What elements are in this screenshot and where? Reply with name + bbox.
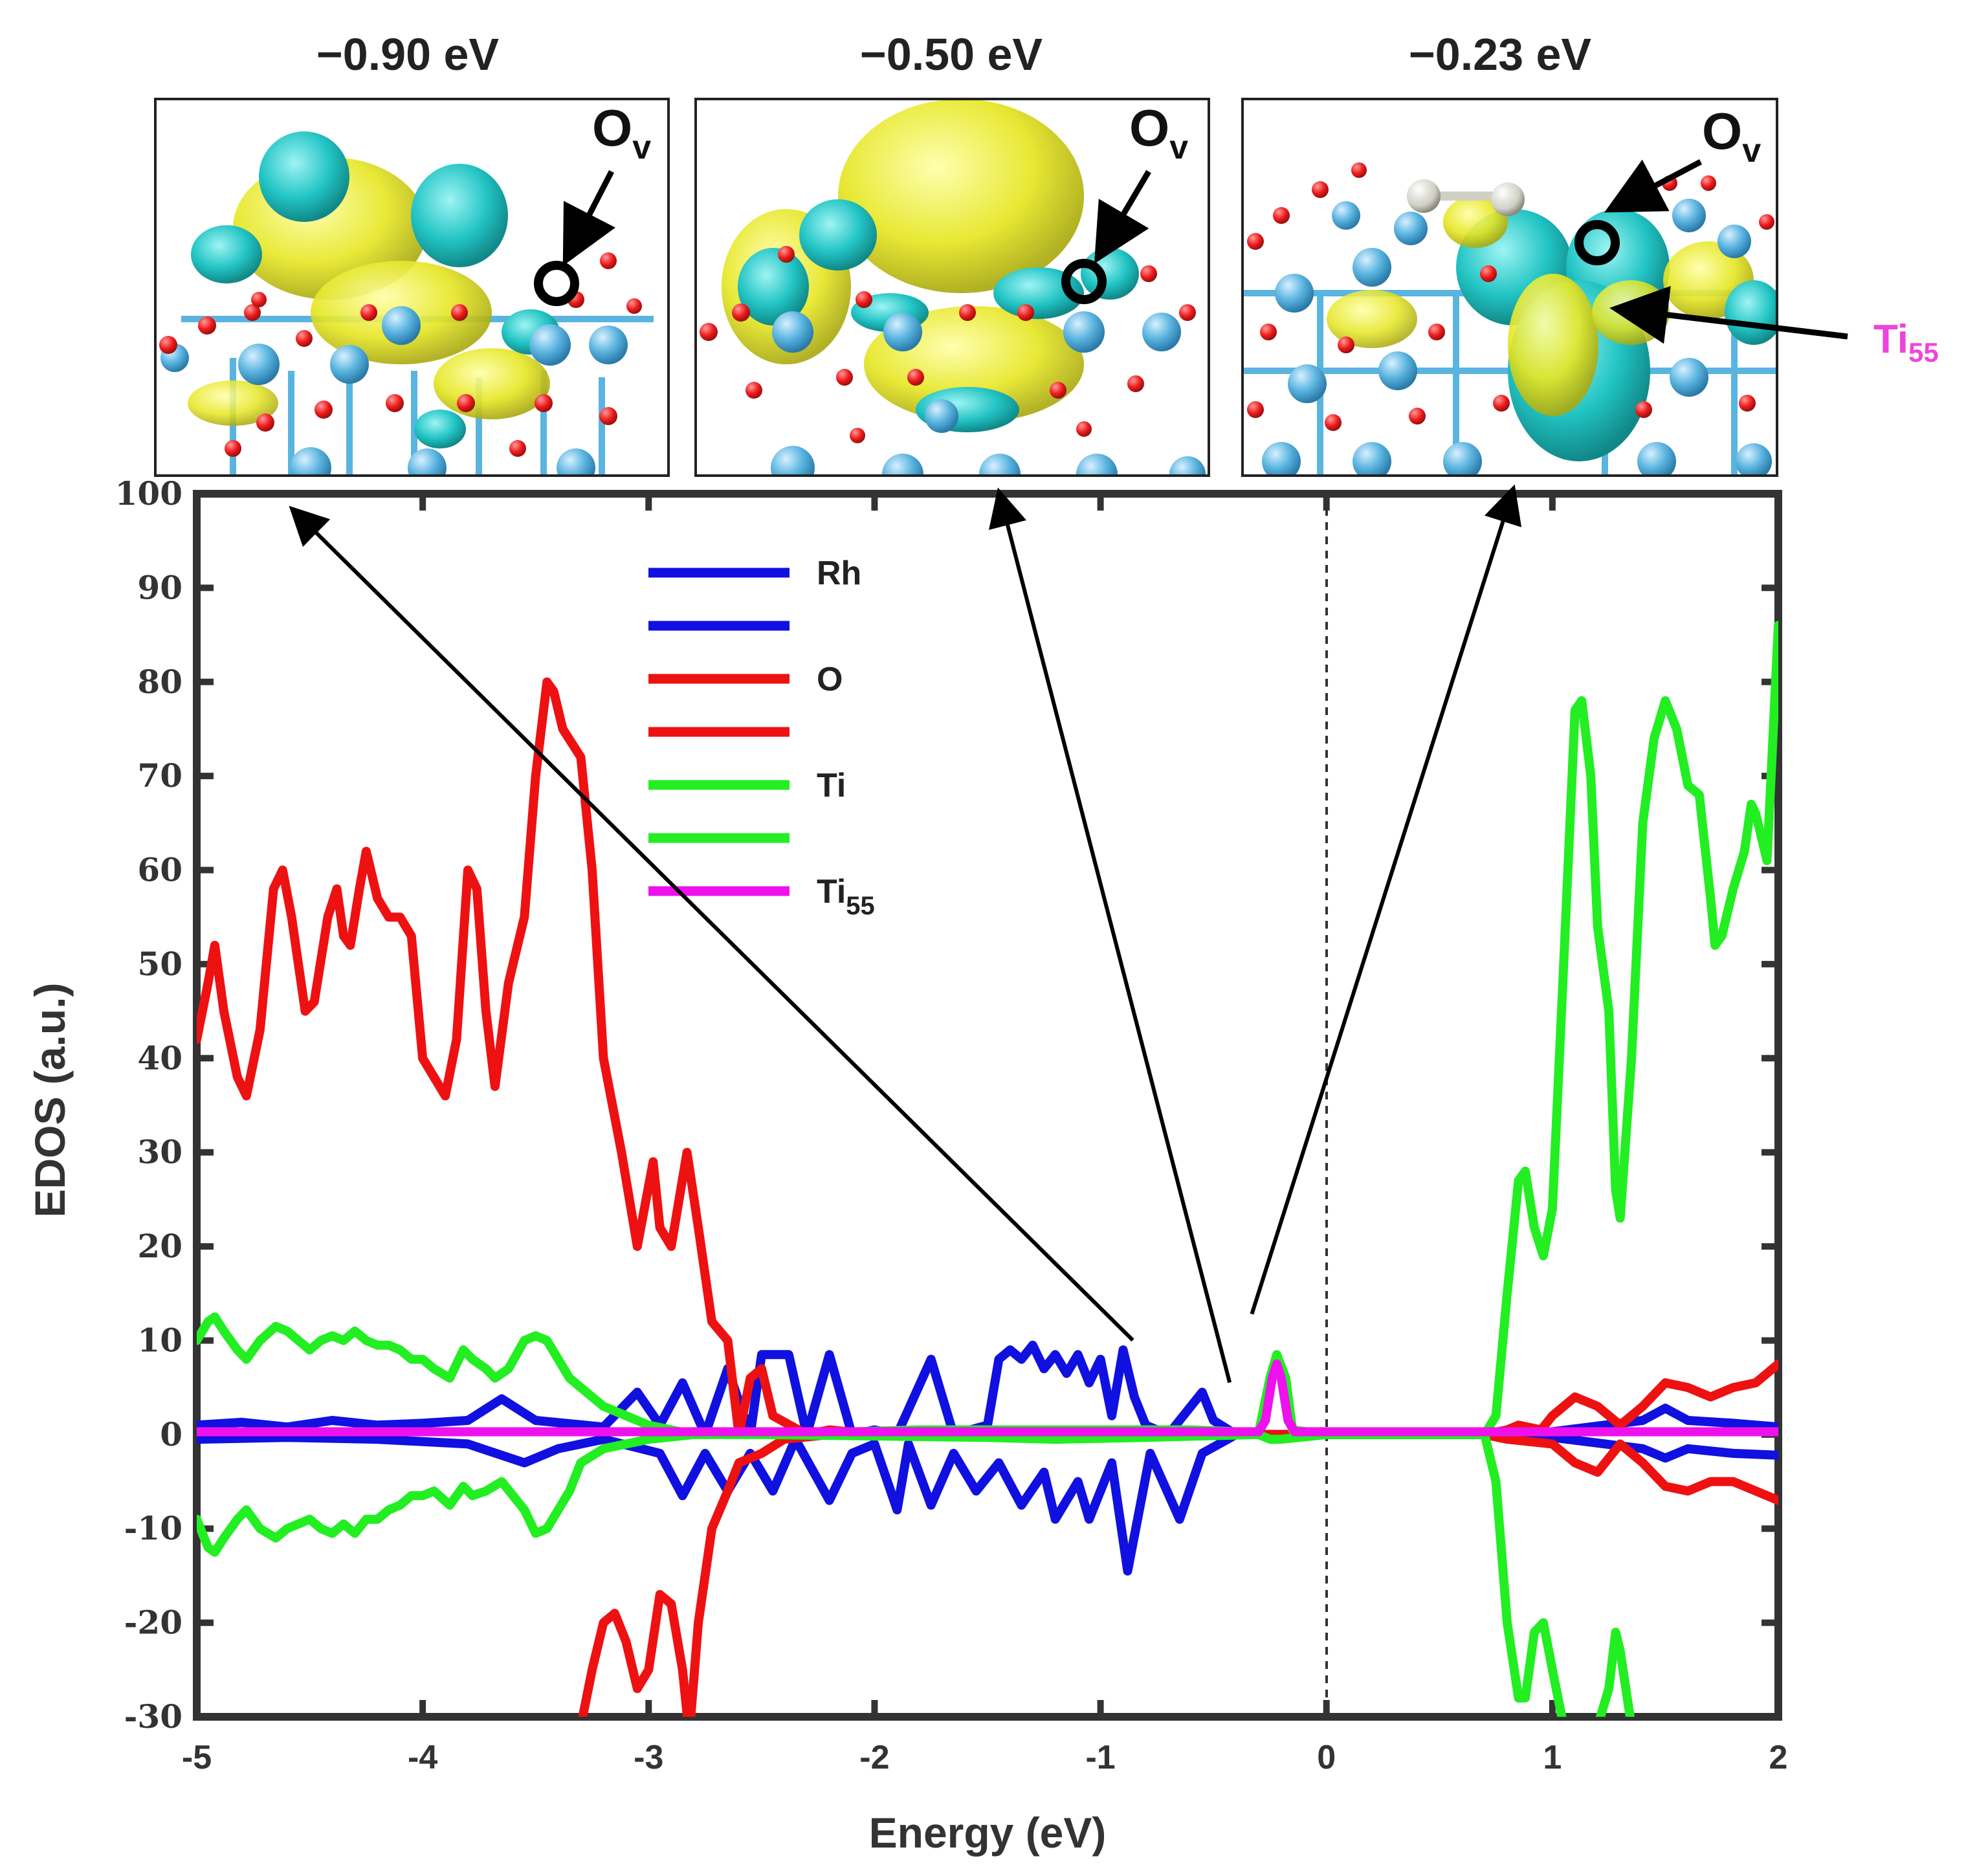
y-tick-label: -10 (124, 1509, 182, 1547)
x-axis-label: Energy (eV) (869, 1809, 1107, 1857)
y-axis-label: EDOS (a.u.) (26, 982, 74, 1217)
ov-label-1: Ov (592, 99, 651, 166)
y-tick-label: 30 (137, 1133, 182, 1171)
series-o-spin-down (578, 1429, 1778, 1717)
x-tick-label: -2 (859, 1739, 889, 1776)
isosurface-panel-3 (1241, 98, 1778, 477)
series-o-spin-up (197, 677, 1778, 1439)
isosurface-panel-1 (154, 98, 670, 477)
peak-arrow-1 (289, 505, 1134, 1342)
ti55-label: Ti55 (1873, 317, 1939, 368)
x-tick-label: -5 (182, 1739, 212, 1776)
ti55-arrow (1609, 285, 1848, 344)
ov-label-2: Ov (1129, 99, 1188, 166)
ov-label-3: Ov (1702, 102, 1761, 170)
y-tick-label: 50 (137, 945, 182, 983)
series-ti-spin-down (197, 1429, 1635, 1717)
y-tick-label: 100 (115, 474, 182, 513)
y-tick-label: 40 (137, 1039, 182, 1077)
y-tick-label: 90 (137, 568, 182, 606)
y-tick-label: 10 (137, 1321, 182, 1359)
ov-arrow-2 (1094, 170, 1151, 264)
legend-label: Ti55 (817, 873, 875, 920)
panel-title-1: −0.90 eV (316, 29, 499, 80)
panel-title-2: −0.50 eV (860, 29, 1043, 80)
legend: Rh O Ti Ti55 (648, 555, 875, 920)
panel-title-3: −0.23 eV (1409, 29, 1591, 80)
y-tick-label: 60 (137, 851, 182, 889)
isosurface-panel-2 (694, 98, 1210, 477)
y-tick-label: -20 (124, 1604, 182, 1642)
y-tick-label: 80 (137, 663, 182, 701)
legend-label: Ti (817, 767, 846, 804)
x-tick-label: 0 (1317, 1739, 1336, 1776)
ov-arrow-1 (562, 170, 615, 267)
peak-arrow-2 (988, 487, 1232, 1384)
y-tick-label: 0 (160, 1415, 182, 1453)
plot-area (193, 490, 1782, 1721)
x-tick-label: -1 (1085, 1739, 1115, 1776)
x-tick-label: 2 (1769, 1739, 1788, 1776)
legend-label: O (817, 661, 843, 698)
x-tick-label: -4 (408, 1739, 437, 1776)
legend-label: Rh (817, 555, 861, 592)
y-tick-label: 70 (137, 756, 182, 795)
x-tick-label: 1 (1543, 1739, 1562, 1776)
y-tick-label: 20 (137, 1227, 182, 1265)
y-tick-label: -30 (124, 1697, 182, 1736)
peak-arrow-3 (1250, 484, 1522, 1315)
ov-arrow-3 (1604, 159, 1703, 213)
series-ti55 (197, 1359, 1778, 1437)
x-tick-label: -3 (634, 1739, 663, 1776)
